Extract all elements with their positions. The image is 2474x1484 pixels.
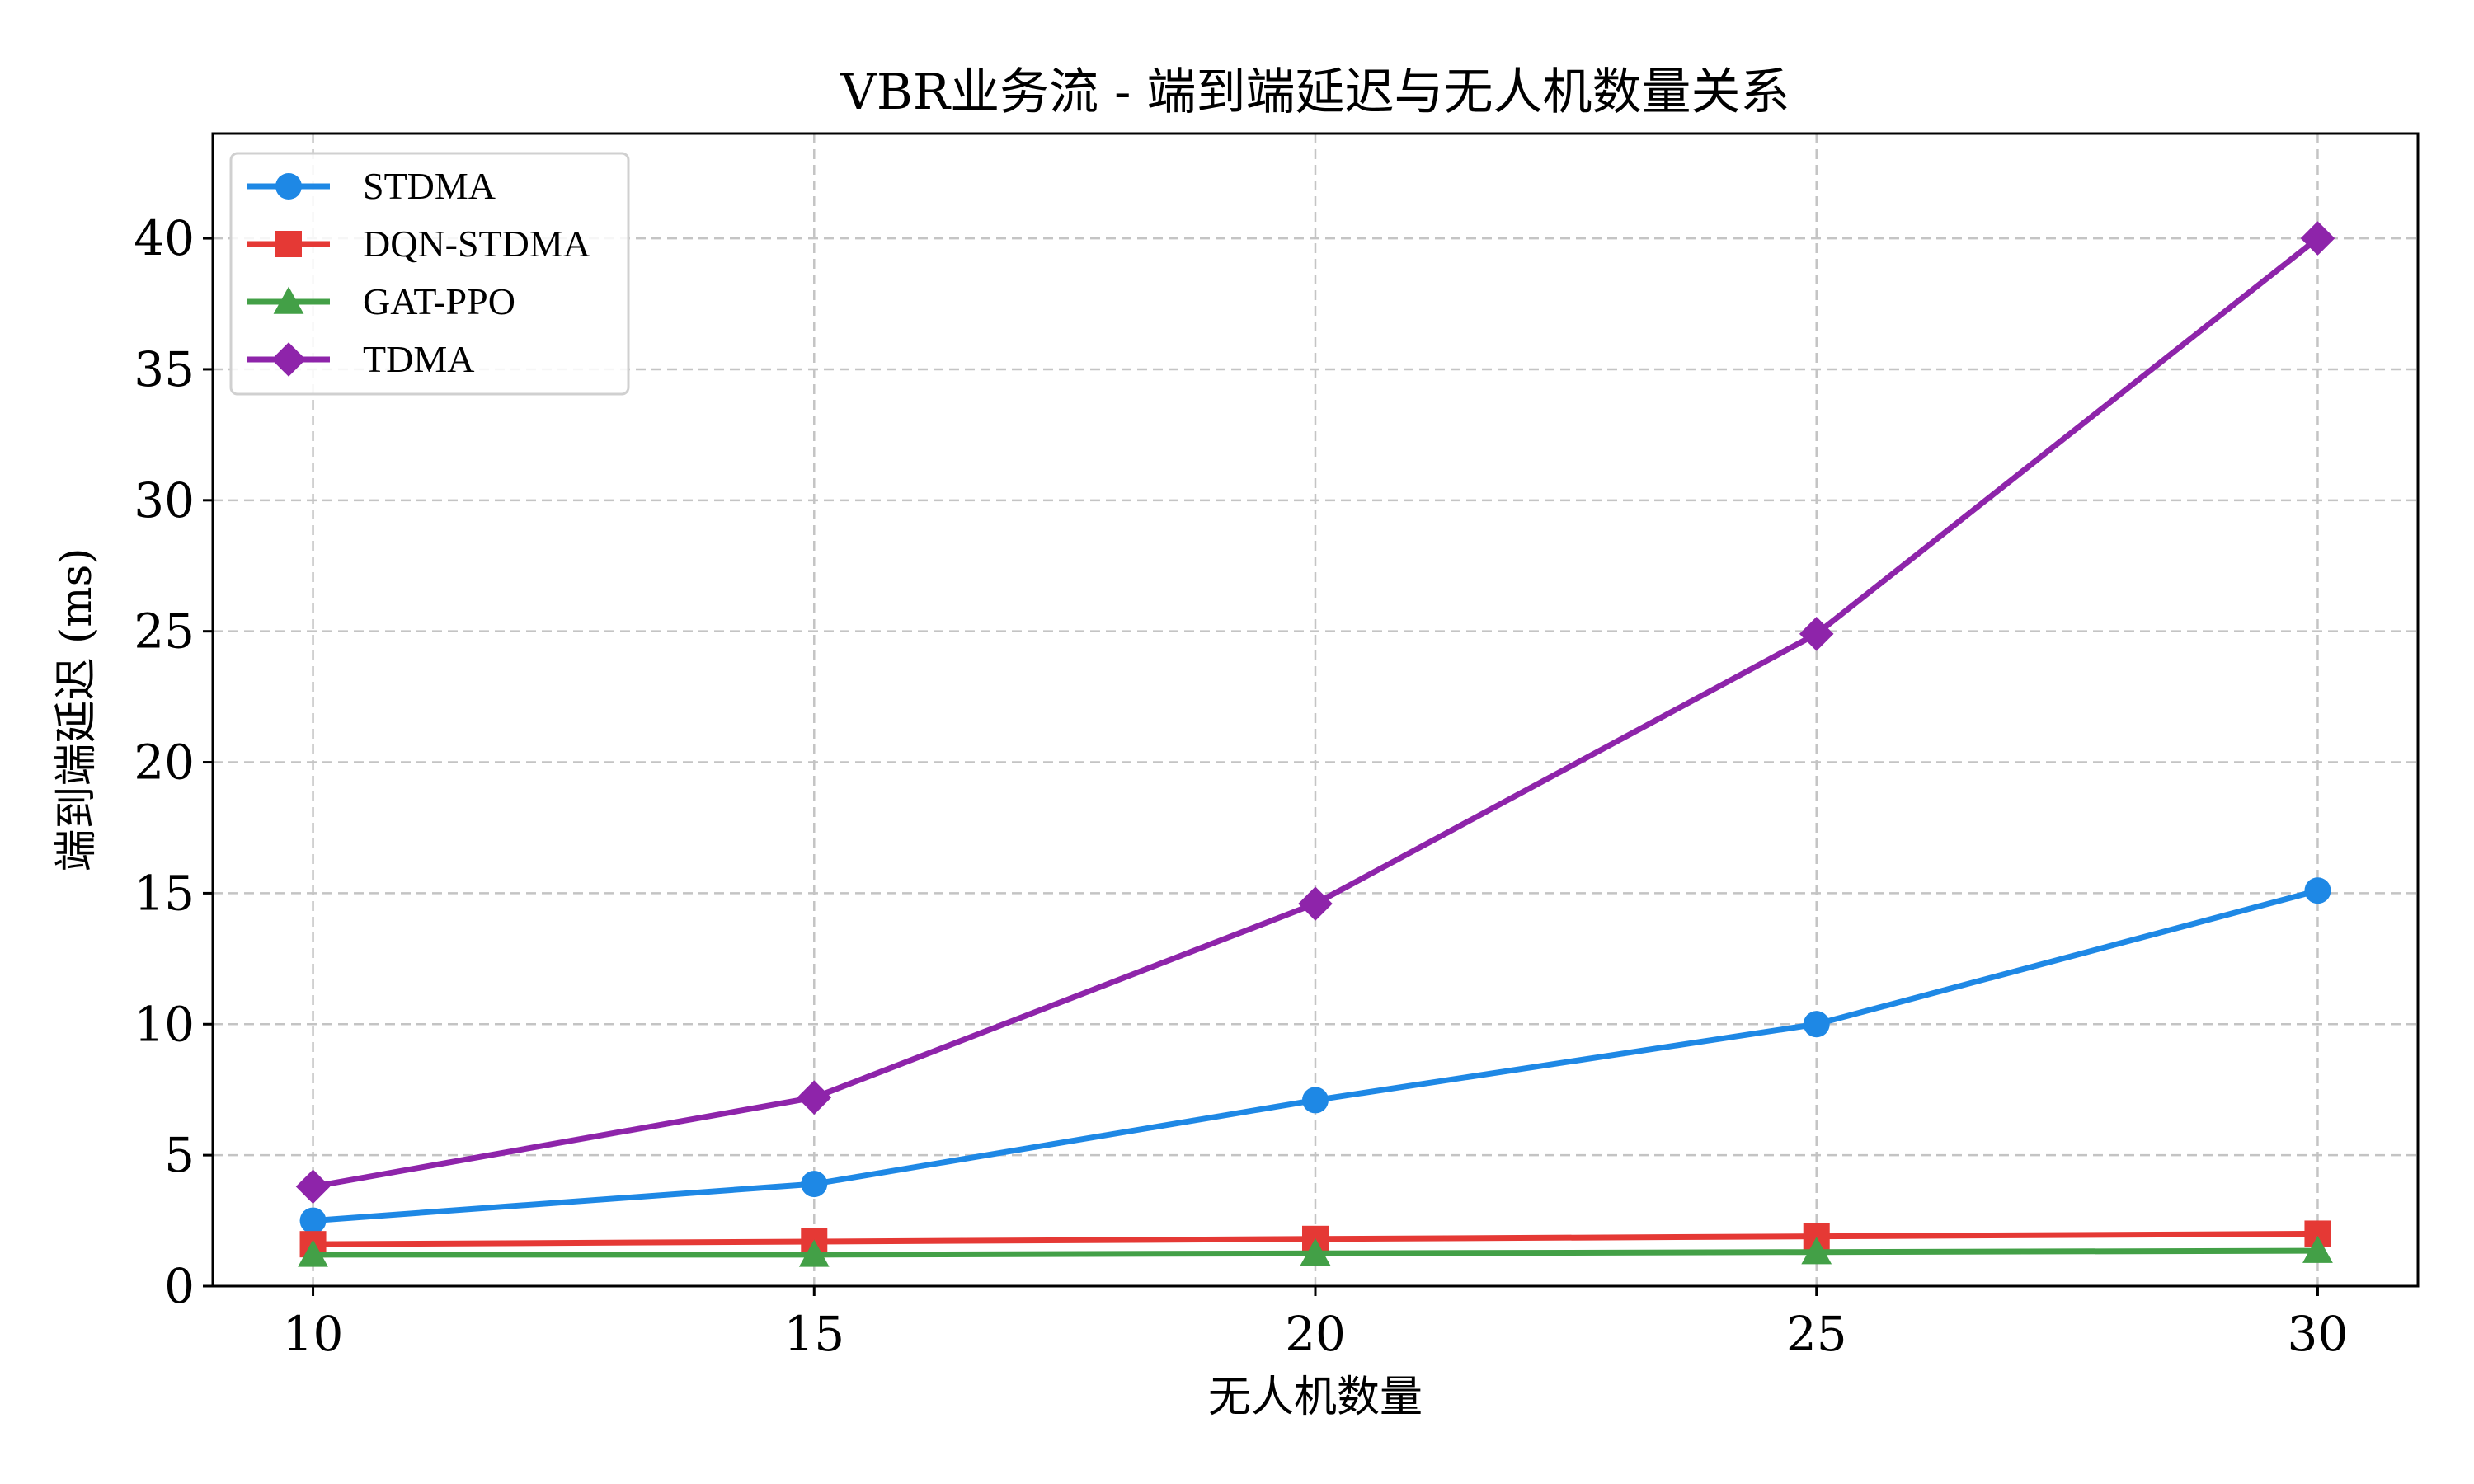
data-point-stdma: [801, 1171, 828, 1198]
legend-marker: [275, 231, 302, 257]
y-tick-label: 30: [134, 472, 195, 528]
data-point-stdma: [2304, 877, 2331, 904]
axis-ticks: 10 15 20 25 30 0 5 10 15 20 25 30 35 40: [134, 210, 2348, 1362]
legend-label: GAT-PPO: [363, 280, 515, 322]
series-stdma: [299, 877, 2331, 1234]
x-tick-label: 25: [1786, 1306, 1847, 1362]
legend-marker: [273, 286, 304, 314]
data-point-stdma: [1302, 1087, 1329, 1114]
x-tick-label: 15: [783, 1306, 844, 1362]
data-point-gat-ppo: [298, 1239, 328, 1267]
legend-label: TDMA: [363, 338, 474, 380]
chart-title: VBR业务流 - 端到端延迟与无人机数量关系: [840, 63, 1790, 121]
data-point-gat-ppo: [798, 1239, 830, 1267]
data-point-tdma: [295, 1169, 331, 1205]
y-tick-label: 20: [134, 735, 195, 791]
y-tick-label: 5: [164, 1127, 195, 1183]
data-point-stdma: [1803, 1011, 1830, 1038]
series-gat-ppo: [298, 1235, 2333, 1267]
y-tick-label: 40: [134, 210, 195, 266]
x-tick-label: 20: [1285, 1306, 1346, 1362]
y-tick-label: 10: [134, 996, 195, 1052]
legend-label: STDMA: [363, 165, 496, 207]
legend-item-gat-ppo: GAT-PPO: [247, 280, 515, 322]
data-point-gat-ppo: [2302, 1235, 2333, 1263]
x-tick-label: 10: [283, 1306, 344, 1362]
data-point-gat-ppo: [1801, 1237, 1832, 1265]
y-tick-label: 15: [134, 865, 195, 921]
data-point-stdma: [299, 1207, 327, 1234]
data-point-gat-ppo: [1300, 1237, 1331, 1266]
y-tick-label: 25: [134, 603, 195, 660]
legend-item-stdma: STDMA: [247, 165, 496, 207]
legend-box: [229, 152, 630, 396]
legend-item-dqn-stdma: DQN-STDMA: [247, 223, 590, 265]
data-point-tdma: [1298, 886, 1333, 921]
legend-marker: [275, 173, 302, 200]
legend-marker: [271, 342, 306, 377]
data-point-tdma: [1799, 617, 1834, 651]
y-tick-label: 35: [134, 341, 195, 397]
y-axis-label: 端到端延迟 (ms): [52, 547, 101, 871]
x-tick-label: 30: [2288, 1306, 2349, 1362]
series-layer: [295, 221, 2335, 1267]
legend-label: DQN-STDMA: [363, 223, 590, 265]
data-point-tdma: [797, 1080, 832, 1115]
y-tick-label: 0: [164, 1258, 195, 1314]
x-axis-label: 无人机数量: [1208, 1373, 1423, 1422]
legend-item-tdma: TDMA: [247, 338, 474, 380]
legend: STDMA DQN-STDMA GAT-PPO TDMA: [229, 152, 630, 396]
series-tdma: [295, 221, 2335, 1205]
data-point-tdma: [2300, 221, 2335, 256]
